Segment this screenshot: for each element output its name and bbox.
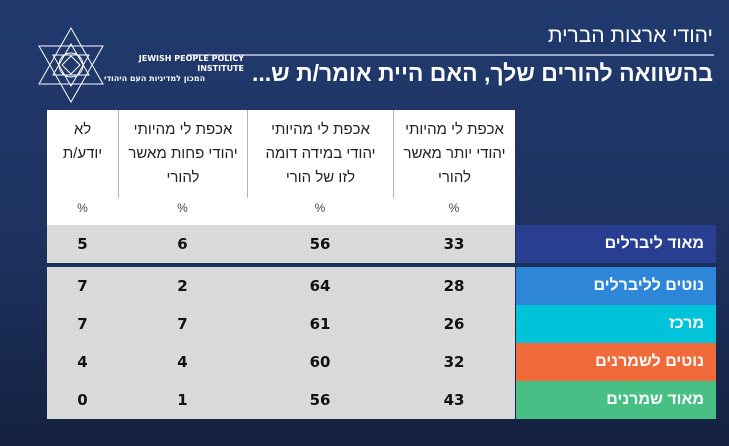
page-title: בהשוואה להורים שלך, האם היית אומר/ת ש... (252, 60, 713, 86)
table-cell: 28 (443, 277, 465, 295)
column-header-dont-know: לא יודע/ת% (62, 121, 103, 215)
table-cell: 7 (177, 315, 188, 333)
row-label: נוטים לשמרנים (516, 343, 716, 381)
table-row: 33 56 6 5 מאוד ליברלים (47, 225, 716, 263)
table-cell: 33 (443, 235, 465, 253)
table-cell: 4 (77, 353, 88, 371)
column-header-more: אכפת לי מהיותי יהודי יותר מאשר להורי% (393, 110, 515, 225)
row-values: 43 56 1 0 (47, 381, 515, 419)
row-values: 33 56 6 5 (47, 225, 515, 263)
table-cell: 2 (177, 277, 188, 295)
table-row: 26 61 7 7 מרכז (47, 305, 716, 343)
table-cell: 32 (443, 353, 465, 371)
table-cell: 26 (443, 315, 465, 333)
table-cell: 1 (177, 391, 188, 409)
table-cell: 5 (77, 235, 88, 253)
subtitle: יהודי ארצות הברית (547, 24, 713, 47)
table-cell: 60 (309, 353, 331, 371)
table-cell: 61 (309, 315, 331, 333)
row-label: נוטים לליברלים (516, 267, 716, 305)
row-label: מרכז (516, 305, 716, 343)
table-cell: 0 (77, 391, 88, 409)
row-values: 32 60 4 4 (47, 343, 515, 381)
table-cell: 7 (77, 315, 88, 333)
row-label: מאוד שמרנים (516, 381, 716, 419)
logo-english: JEWISH PEOPLE POLICY INSTITUTE (138, 54, 244, 73)
table-cell: 6 (177, 235, 188, 253)
table-header: אכפת לי מהיותי יהודי יותר מאשר להורי% אכ… (47, 110, 515, 225)
table-cell: 56 (309, 391, 331, 409)
divider (187, 54, 714, 56)
logo-text: JEWISH PEOPLE POLICY INSTITUTE המכון למד… (104, 54, 244, 84)
star-of-david-logo-icon (38, 26, 104, 104)
table-row: 28 64 2 7 נוטים לליברלים (47, 267, 716, 305)
column-header-less: אכפת לי מהיותי יהודי פחות מאשר להורי% (118, 110, 247, 225)
table-row: 43 56 1 0 מאוד שמרנים (47, 381, 716, 419)
row-values: 26 61 7 7 (47, 305, 515, 343)
row-label: מאוד ליברלים (516, 225, 716, 263)
logo-hebrew: המכון למדיניות העם היהודי (104, 74, 206, 83)
table-cell: 43 (443, 391, 465, 409)
table-cell: 7 (77, 277, 88, 295)
table-row: 32 60 4 4 נוטים לשמרנים (47, 343, 716, 381)
table-cell: 64 (309, 277, 331, 295)
table-cell: 4 (177, 353, 188, 371)
table-cell: 56 (309, 235, 331, 253)
column-header-similar: אכפת לי מהיותי יהודי במידה דומה לזו של ה… (247, 110, 393, 225)
row-values: 28 64 2 7 (47, 267, 515, 305)
